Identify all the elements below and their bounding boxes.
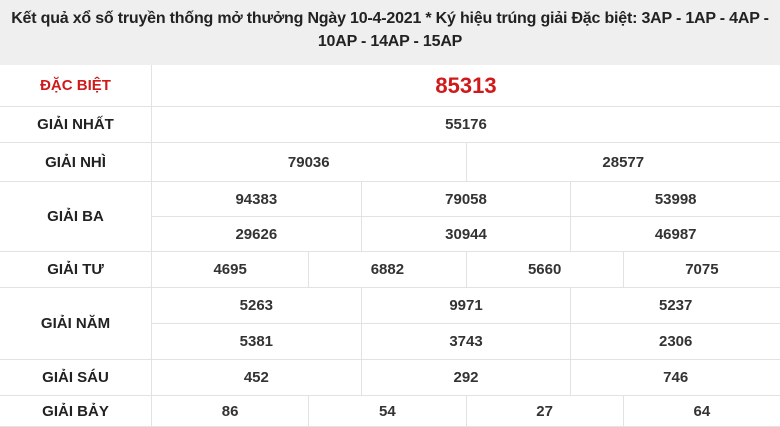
prize-row: GIẢI TƯ 4695 6882 5660 7075: [0, 252, 780, 288]
prize-row: GIẢI SÁU 452 292 746: [0, 360, 780, 396]
prize-subrow: 4695 6882 5660 7075: [152, 252, 780, 287]
prize-number: 30944: [360, 217, 571, 251]
prize-label: GIẢI SÁU: [0, 360, 152, 395]
prize-number: 3743: [360, 324, 571, 359]
prize-number: 79036: [287, 153, 330, 171]
prize-number: 7075: [622, 252, 780, 287]
prize-number: 9971: [360, 288, 571, 323]
prize-subrow: 5263 9971 5237: [152, 288, 780, 323]
prize-row: GIẢI NĂM 5263 9971 5237 5381 3743 2306: [0, 288, 780, 360]
prize-label: GIẢI NĂM: [0, 288, 152, 359]
prize-number: 2306: [570, 324, 780, 359]
prize-number: 29626: [235, 225, 278, 243]
prize-number: 5381: [239, 333, 274, 350]
lottery-results-table: ĐẶC BIỆT 85313 GIẢI NHẤT 55176 GIẢI NHÌ 79036…: [0, 65, 780, 427]
prize-row: ĐẶC BIỆT 85313: [0, 65, 780, 107]
prize-values: 94383 79058 53998 29626 30944 46987: [152, 182, 780, 251]
prize-number: 452: [243, 369, 269, 386]
prize-number: 292: [360, 360, 571, 395]
prize-values: 79036 28577: [152, 143, 780, 181]
results-title: Kết quả xổ số truyền thống mở thưởng Ngà…: [0, 0, 780, 65]
prize-number: 28577: [465, 143, 780, 181]
prize-row: GIẢI NHẤT 55176: [0, 107, 780, 143]
prize-number: 55176: [445, 116, 487, 133]
prize-subrow: 29626 30944 46987: [152, 216, 780, 251]
prize-row: GIẢI BẢY 86 54 27 64: [0, 396, 780, 427]
prize-number: 86: [221, 402, 239, 420]
prize-number: 53998: [570, 182, 780, 216]
prize-values: 55176: [152, 107, 780, 142]
prize-subrow: 94383 79058 53998: [152, 182, 780, 216]
prize-label: GIẢI BẢY: [0, 396, 152, 426]
prize-number: 94383: [235, 190, 278, 208]
prize-subrow: 79036 28577: [152, 143, 780, 181]
prize-values: 85313: [152, 65, 780, 106]
prize-subrow: 5381 3743 2306: [152, 323, 780, 359]
prize-number: 85313: [435, 72, 497, 98]
prize-row: GIẢI BA 94383 79058 53998 29626 30944 46987: [0, 182, 780, 252]
prize-number: 5660: [465, 252, 623, 287]
prize-values: 86 54 27 64: [152, 396, 780, 426]
prize-label: GIẢI NHẤT: [0, 107, 152, 142]
prize-values: 4695 6882 5660 7075: [152, 252, 780, 287]
prize-number: 79058: [360, 182, 571, 216]
prize-number: 5263: [239, 297, 274, 314]
prize-number: 54: [308, 396, 465, 426]
prize-label: GIẢI BA: [0, 182, 152, 251]
prize-values: 452 292 746: [152, 360, 780, 395]
prize-label: GIẢI TƯ: [0, 252, 152, 287]
prize-number: 27: [465, 396, 623, 426]
prize-subrow: 85313: [152, 65, 780, 106]
prize-number: 746: [570, 360, 780, 395]
prize-subrow: 86 54 27 64: [152, 396, 780, 426]
prize-label: ĐẶC BIỆT: [0, 65, 152, 106]
prize-number: 46987: [570, 217, 780, 251]
prize-values: 5263 9971 5237 5381 3743 2306: [152, 288, 780, 359]
prize-label: GIẢI NHÌ: [0, 143, 152, 181]
prize-subrow: 55176: [152, 107, 780, 142]
prize-number: 64: [622, 396, 780, 426]
prize-number: 6882: [308, 252, 465, 287]
prize-number: 5237: [570, 288, 780, 323]
prize-number: 4695: [213, 261, 247, 278]
prize-row: GIẢI NHÌ 79036 28577: [0, 143, 780, 182]
prize-subrow: 452 292 746: [152, 360, 780, 395]
